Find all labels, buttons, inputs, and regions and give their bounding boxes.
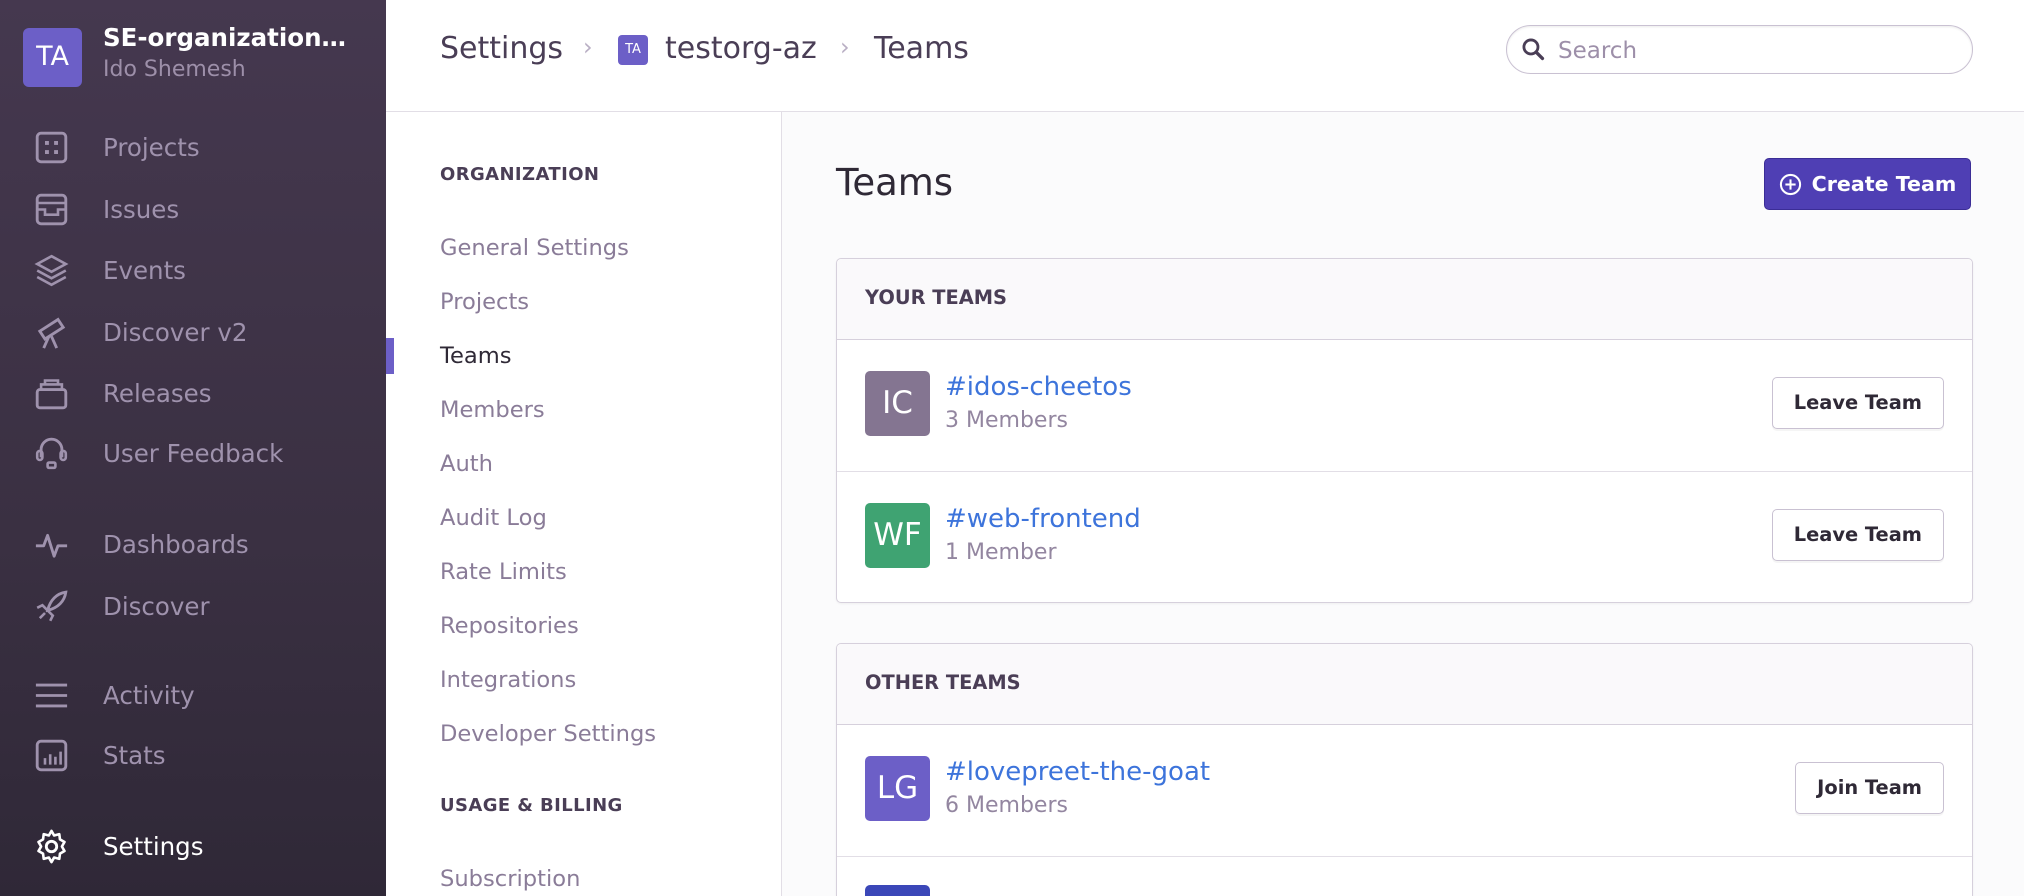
breadcrumb-org[interactable]: testorg-az <box>665 31 817 66</box>
sidebar-item-label: Dashboards <box>103 530 249 559</box>
team-member-count: 6 Members <box>945 793 1068 818</box>
team-name-link[interactable]: #lovepreet-the-goat <box>945 757 1211 787</box>
other-teams-heading: OTHER TEAMS <box>865 671 1021 694</box>
billing-heading: USAGE & BILLING <box>440 795 623 816</box>
sidebar-item-label: Discover <box>103 592 210 621</box>
sidebar-item-label: Releases <box>103 379 212 408</box>
team-avatar: WF <box>865 503 930 568</box>
sidebar-item-projects[interactable]: Projects <box>0 122 386 174</box>
your-teams-heading: YOUR TEAMS <box>865 286 1008 309</box>
other-teams-panel: OTHER TEAMS LG #lovepreet-the-goat 6 Membe… <box>836 643 1973 896</box>
layers-icon <box>34 254 69 287</box>
settings-nav-rate-limits[interactable]: Rate Limits <box>440 559 567 585</box>
user-name: Ido Shemesh <box>103 57 246 82</box>
leave-team-button[interactable]: Leave Team <box>1771 509 1944 561</box>
search-icon <box>1522 38 1545 61</box>
settings-nav-members[interactable]: Members <box>440 397 545 423</box>
list-icon <box>35 683 68 708</box>
create-team-label: Create Team <box>1811 171 1957 196</box>
sidebar-item-label: Projects <box>103 133 200 162</box>
releases-icon <box>35 379 68 410</box>
breadcrumb-settings[interactable]: Settings <box>440 31 564 66</box>
gear-icon <box>37 829 66 864</box>
org-avatar[interactable]: TA <box>23 28 82 87</box>
team-member-count: 1 Member <box>945 540 1057 565</box>
settings-nav: ORGANIZATION General Settings Projects Tea… <box>386 112 782 896</box>
team-avatar: IC <box>865 371 930 436</box>
sidebar-item-label: Stats <box>103 741 166 770</box>
bar-chart-icon <box>35 739 68 772</box>
search-box[interactable] <box>1506 25 1973 74</box>
issues-icon <box>35 193 68 226</box>
team-row: WF #web-frontend 1 Member Leave Team <box>837 472 1972 604</box>
org-name[interactable]: SE-organization… <box>103 23 347 52</box>
page-title: Teams <box>836 161 954 204</box>
chevron-right-icon: › <box>583 33 593 61</box>
sidebar-item-dashboards[interactable]: Dashboards <box>0 519 386 571</box>
team-row: LG #lovepreet-the-goat 6 Members Join Team <box>837 725 1972 857</box>
active-indicator <box>386 338 394 374</box>
create-team-button[interactable]: Create Team <box>1764 158 1971 210</box>
sidebar-item-label: User Feedback <box>103 439 284 468</box>
header: Settings › TA testorg-az › Teams <box>386 0 2024 112</box>
settings-nav-repositories[interactable]: Repositories <box>440 613 579 639</box>
team-avatar: LG <box>865 756 930 821</box>
leave-team-button[interactable]: Leave Team <box>1771 377 1944 429</box>
settings-nav-subscription[interactable]: Subscription <box>440 866 581 892</box>
sidebar-item-user-feedback[interactable]: User Feedback <box>0 428 386 480</box>
sidebar-item-discover[interactable]: Discover <box>0 581 386 633</box>
sidebar-item-label: Activity <box>103 681 195 710</box>
sidebar-item-events[interactable]: Events <box>0 245 386 297</box>
your-teams-panel: YOUR TEAMS IC #idos-cheetos 3 Members Leave… <box>836 258 1973 603</box>
join-team-button[interactable]: Join Team <box>1795 762 1944 814</box>
sidebar-item-label: Discover v2 <box>103 318 248 347</box>
rocket-icon <box>36 590 68 622</box>
sidebar-item-settings[interactable]: Settings <box>0 821 386 873</box>
settings-nav-auth[interactable]: Auth <box>440 451 493 477</box>
search-input[interactable] <box>1556 31 1950 70</box>
plus-circle-icon <box>1779 173 1801 195</box>
sidebar-item-label: Settings <box>103 832 204 861</box>
team-member-count: 3 Members <box>945 408 1068 433</box>
breadcrumb-teams: Teams <box>874 31 969 66</box>
main-content: Teams Create Team YOUR TEAMS IC #idos-che… <box>782 112 2024 896</box>
settings-nav-developer-settings[interactable]: Developer Settings <box>440 721 657 747</box>
settings-nav-projects[interactable]: Projects <box>440 289 530 315</box>
sidebar-item-stats[interactable]: Stats <box>0 730 386 782</box>
settings-nav-teams[interactable]: Teams <box>440 343 512 369</box>
sidebar-item-label: Events <box>103 256 186 285</box>
sidebar-item-activity[interactable]: Activity <box>0 670 386 722</box>
settings-nav-general-settings[interactable]: General Settings <box>440 235 629 261</box>
headset-icon <box>35 437 68 470</box>
pulse-icon <box>35 533 68 558</box>
org-avatar-small: TA <box>618 35 648 65</box>
sidebar: TA SE-organization… Ido Shemesh Projects… <box>0 0 386 896</box>
organization-heading: ORGANIZATION <box>440 164 600 185</box>
projects-icon <box>35 131 68 164</box>
sidebar-item-issues[interactable]: Issues <box>0 184 386 236</box>
team-row: IC #idos-cheetos 3 Members Leave Team <box>837 340 1972 472</box>
telescope-icon <box>37 317 66 349</box>
chevron-right-icon: › <box>840 33 850 61</box>
sidebar-item-releases[interactable]: Releases <box>0 368 386 420</box>
settings-nav-audit-log[interactable]: Audit Log <box>440 505 547 531</box>
team-name-link[interactable]: #idos-cheetos <box>945 372 1132 402</box>
sidebar-item-discover-v2[interactable]: Discover v2 <box>0 307 386 359</box>
team-name-link[interactable]: #web-frontend <box>945 504 1141 534</box>
settings-nav-integrations[interactable]: Integrations <box>440 667 577 693</box>
team-avatar <box>865 885 930 896</box>
sidebar-item-label: Issues <box>103 195 180 224</box>
